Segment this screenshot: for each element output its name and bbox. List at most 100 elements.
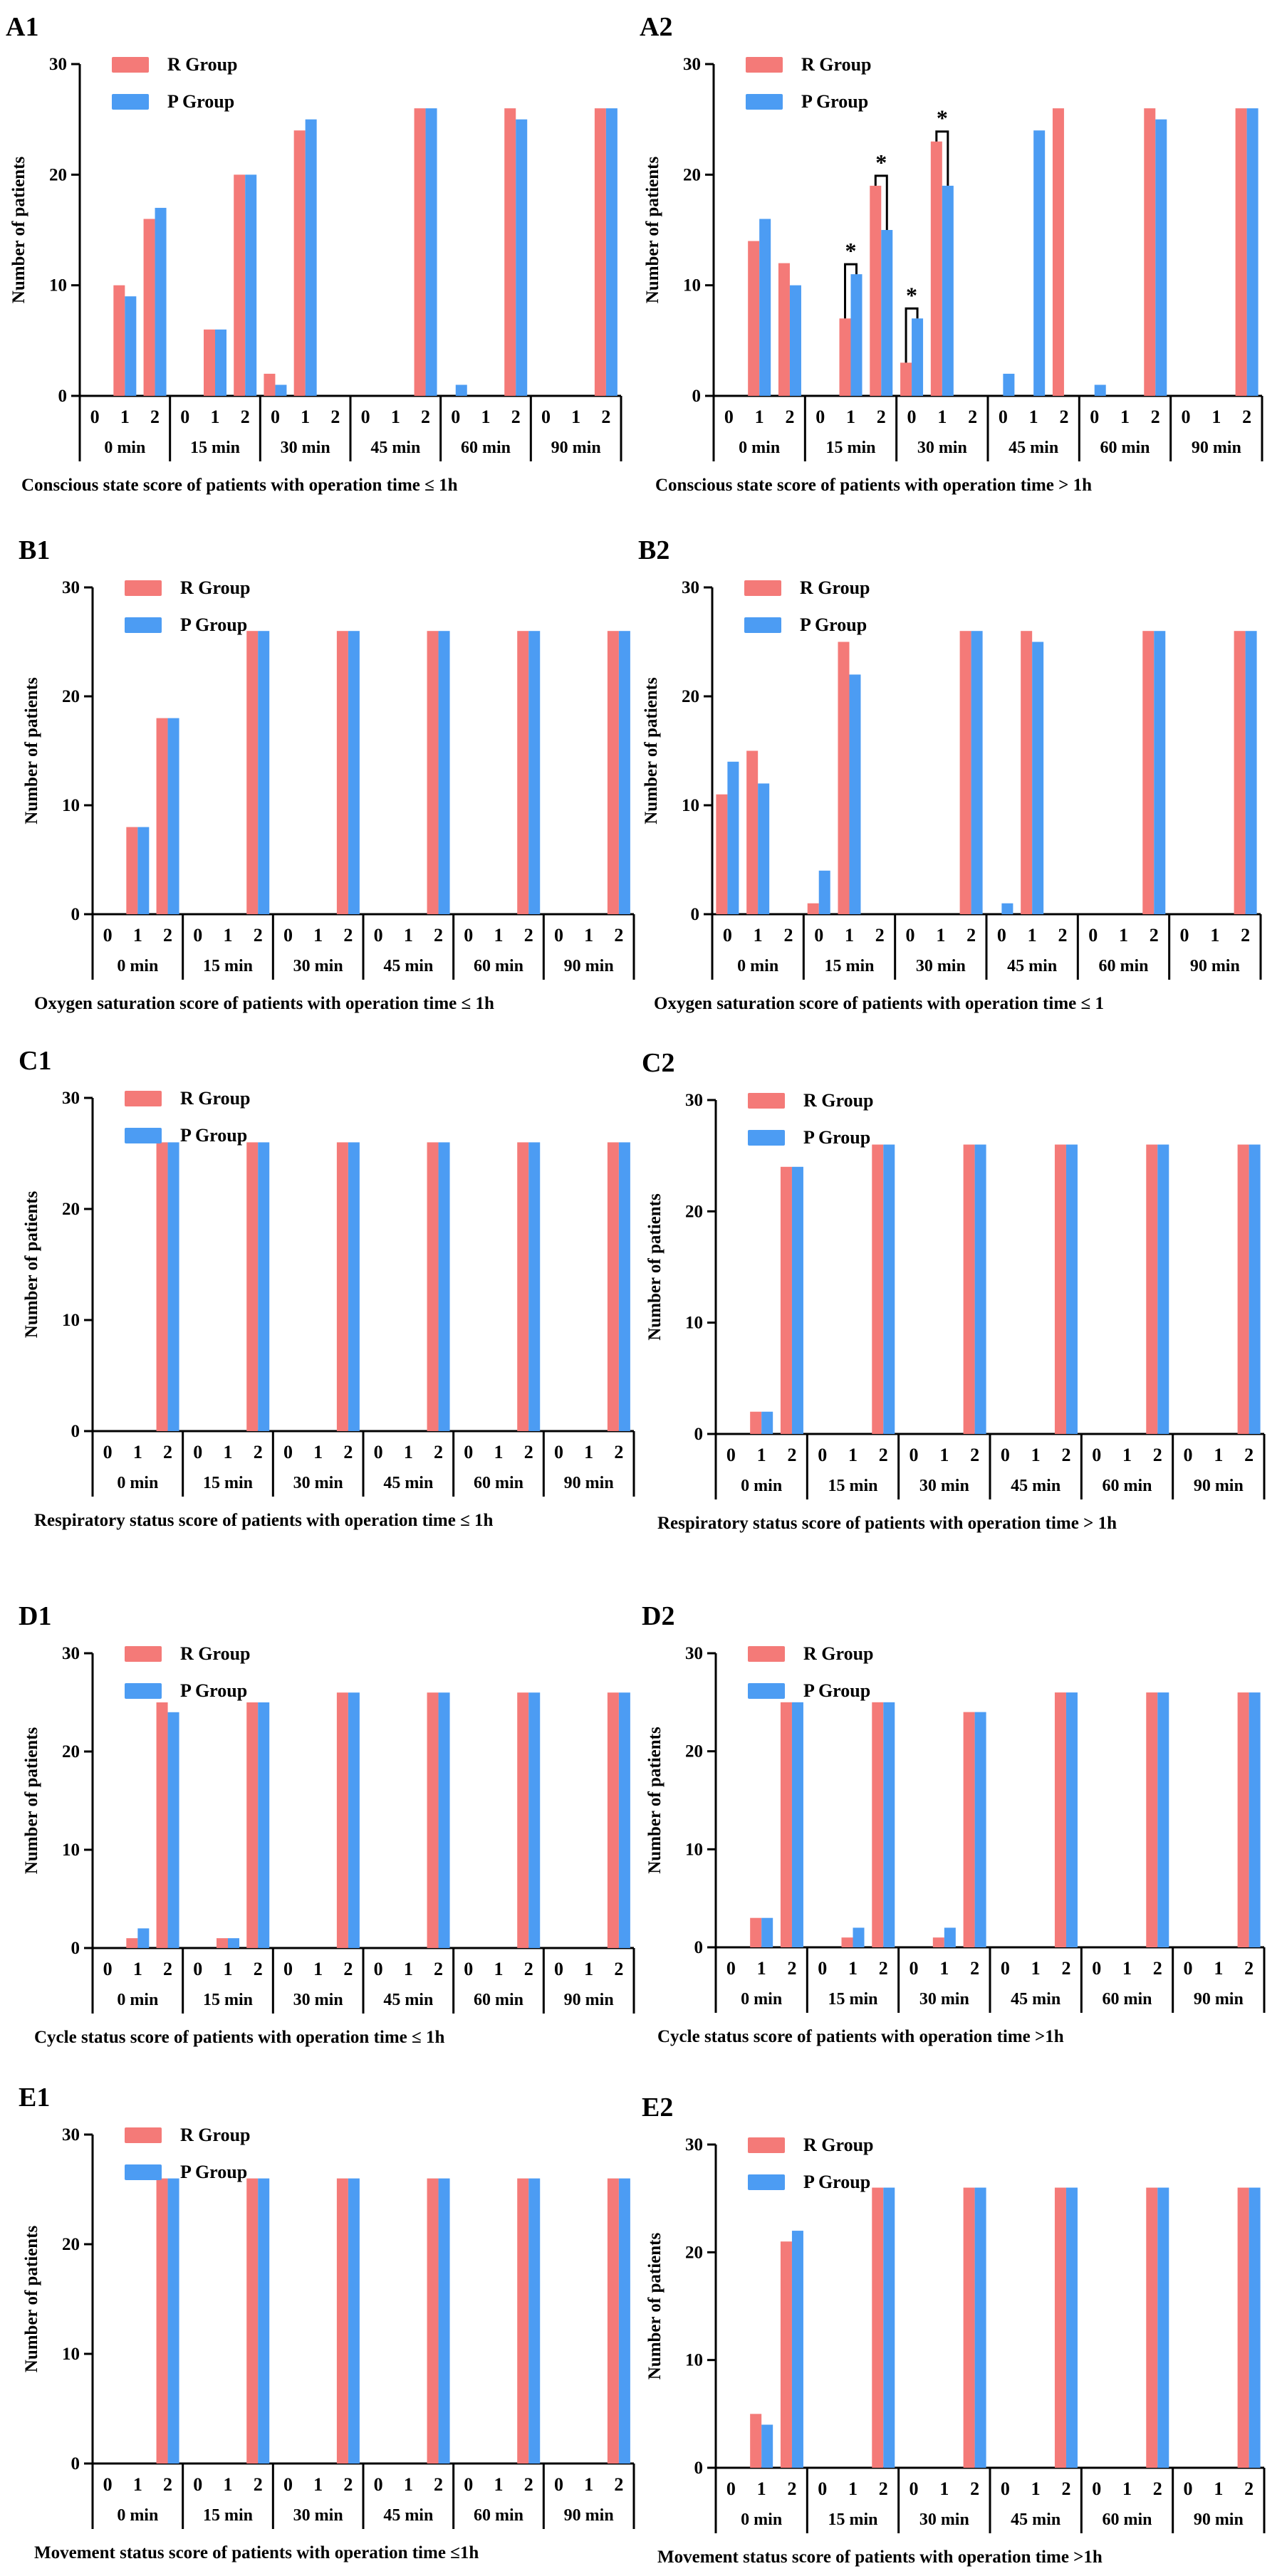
bar-r-group bbox=[1237, 2187, 1249, 2468]
x-score-label: 1 bbox=[494, 925, 504, 946]
y-axis-title: Number of patients bbox=[645, 1727, 665, 1874]
x-score-label: 2 bbox=[434, 1442, 443, 1462]
x-score-label: 1 bbox=[848, 1958, 858, 1979]
x-score-label: 1 bbox=[1031, 1445, 1041, 1465]
bar-r-group bbox=[1054, 1144, 1066, 1434]
bar-r-group bbox=[264, 373, 276, 396]
x-score-label: 1 bbox=[133, 1959, 142, 1979]
x-time-label: 15 min bbox=[825, 439, 875, 457]
x-score-label: 1 bbox=[939, 1445, 949, 1465]
significance-star: * bbox=[906, 282, 917, 308]
bar-r-group bbox=[1142, 631, 1155, 914]
bar-p-group bbox=[528, 1142, 541, 1431]
x-time-label: 0 min bbox=[104, 439, 145, 457]
bar-r-group bbox=[716, 794, 728, 914]
bar-p-group bbox=[455, 384, 467, 396]
x-time-label: 60 min bbox=[1102, 2510, 1152, 2529]
x-score-label: 2 bbox=[524, 1442, 533, 1462]
x-score-label: 1 bbox=[937, 407, 947, 427]
x-score-label: 0 bbox=[1184, 2478, 1193, 2499]
x-time-label: 30 min bbox=[916, 957, 966, 975]
x-score-label: 2 bbox=[785, 407, 794, 427]
bar-r-group bbox=[234, 174, 246, 397]
x-score-label: 0 bbox=[554, 2474, 563, 2495]
x-score-label: 2 bbox=[601, 407, 610, 427]
legend-swatch-p-group bbox=[748, 1683, 785, 1699]
x-score-label: 1 bbox=[1031, 2478, 1041, 2499]
bar-r-group bbox=[504, 108, 516, 396]
bar-p-group bbox=[791, 1702, 803, 1947]
x-score-label: 0 bbox=[554, 1442, 563, 1462]
bar-p-group bbox=[258, 1702, 270, 1948]
x-score-label: 2 bbox=[524, 1959, 533, 1979]
x-score-label: 2 bbox=[163, 1959, 172, 1979]
x-score-label: 2 bbox=[1153, 2478, 1162, 2499]
x-score-label: 2 bbox=[343, 2474, 353, 2495]
x-time-label: 0 min bbox=[739, 439, 780, 457]
x-time-label: 0 min bbox=[117, 1474, 158, 1492]
x-score-label: 0 bbox=[180, 407, 189, 427]
legend-swatch-r-group bbox=[125, 2127, 162, 2143]
x-score-label: 1 bbox=[754, 925, 763, 946]
x-score-label: 2 bbox=[1153, 1445, 1162, 1465]
bar-r-group bbox=[963, 2187, 975, 2468]
legend-swatch-p-group bbox=[125, 1683, 162, 1699]
bar-r-group bbox=[126, 1938, 138, 1948]
x-score-label: 0 bbox=[818, 1958, 827, 1979]
x-time-label: 45 min bbox=[383, 957, 433, 975]
y-tick-label: 20 bbox=[62, 1742, 80, 1761]
x-score-label: 0 bbox=[999, 407, 1008, 427]
bar-p-group bbox=[850, 274, 863, 396]
y-tick-label: 30 bbox=[62, 578, 80, 597]
x-score-label: 1 bbox=[584, 1442, 593, 1462]
bar-r-group bbox=[872, 1144, 884, 1434]
legend-label: R Group bbox=[800, 577, 870, 598]
bar-p-group bbox=[1033, 130, 1046, 396]
bar-r-group bbox=[1237, 1144, 1249, 1434]
x-score-label: 2 bbox=[1150, 925, 1159, 946]
bar-p-group bbox=[258, 2178, 270, 2464]
x-score-label: 2 bbox=[343, 1442, 353, 1462]
x-score-label: 2 bbox=[421, 407, 430, 427]
legend-swatch-p-group bbox=[744, 617, 781, 633]
x-score-label: 1 bbox=[845, 925, 854, 946]
x-score-label: 2 bbox=[241, 407, 250, 427]
y-tick-label: 0 bbox=[71, 905, 80, 924]
x-score-label: 0 bbox=[906, 925, 915, 946]
legend-label: R Group bbox=[180, 1643, 251, 1664]
x-time-label: 30 min bbox=[293, 1991, 343, 2009]
x-time-label: 90 min bbox=[1194, 1990, 1244, 2009]
x-score-label: 2 bbox=[330, 407, 340, 427]
chart-caption: Oxygen saturation score of patients with… bbox=[34, 994, 494, 1013]
x-score-label: 2 bbox=[511, 407, 521, 427]
x-time-label: 45 min bbox=[383, 1991, 433, 2009]
bar-r-group bbox=[517, 631, 529, 914]
x-score-label: 0 bbox=[1001, 1958, 1010, 1979]
significance-bracket bbox=[905, 307, 919, 363]
legend-label: P Group bbox=[803, 2172, 870, 2192]
y-tick-label: 20 bbox=[62, 1200, 80, 1219]
x-score-label: 2 bbox=[1242, 407, 1251, 427]
bar-r-group bbox=[607, 631, 619, 914]
x-score-label: 0 bbox=[1090, 407, 1099, 427]
bar-p-group bbox=[245, 174, 257, 397]
x-time-label: 0 min bbox=[117, 1991, 158, 2009]
bar-p-group bbox=[1065, 1692, 1078, 1947]
y-tick-label: 0 bbox=[71, 1939, 80, 1958]
bar-r-group bbox=[900, 362, 912, 396]
significance-bracket bbox=[844, 263, 858, 319]
bar-r-group bbox=[607, 1142, 619, 1431]
bar-r-group bbox=[156, 718, 168, 914]
x-time-label: 90 min bbox=[1192, 439, 1241, 457]
y-axis-title: Number of patients bbox=[22, 1190, 41, 1338]
x-score-label: 2 bbox=[877, 407, 886, 427]
x-score-label: 0 bbox=[464, 1442, 473, 1462]
legend-label: P Group bbox=[180, 1680, 247, 1701]
bar-p-group bbox=[137, 1928, 150, 1948]
chart-caption: Cycle status score of patients with oper… bbox=[657, 2027, 1064, 2046]
x-score-label: 1 bbox=[224, 925, 233, 946]
